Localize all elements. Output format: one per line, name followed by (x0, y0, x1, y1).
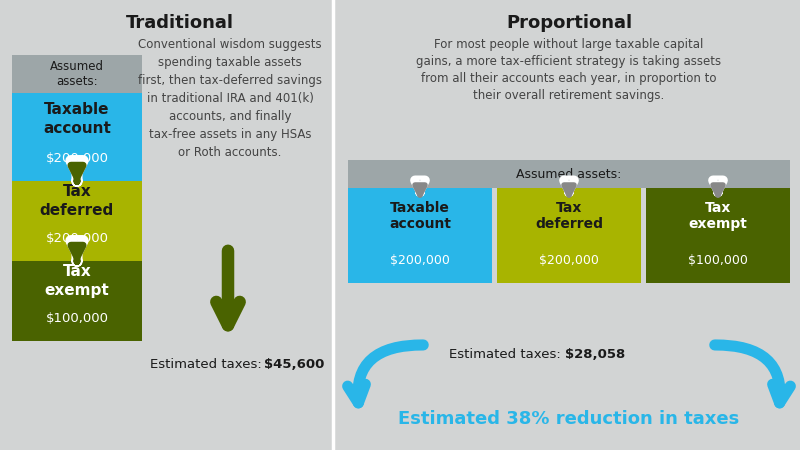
Bar (348, 188, 492, 283)
Text: Proportional: Proportional (506, 14, 632, 32)
Bar (12, 181, 142, 261)
Bar (12, 55, 142, 93)
Text: $28,058: $28,058 (565, 348, 626, 361)
Text: Conventional wisdom suggests
spending taxable assets
first, then tax-deferred sa: Conventional wisdom suggests spending ta… (138, 38, 322, 159)
Text: For most people without large taxable capital
gains, a more tax-efficient strate: For most people without large taxable ca… (417, 38, 722, 102)
Text: Estimated taxes:: Estimated taxes: (150, 358, 266, 371)
Text: $45,600: $45,600 (264, 358, 324, 371)
Text: $200,000: $200,000 (539, 253, 599, 266)
Bar (12, 93, 142, 181)
Bar (348, 160, 790, 188)
Text: Assumed
assets:: Assumed assets: (50, 60, 104, 88)
Text: Tax
deferred: Tax deferred (40, 184, 114, 218)
Text: Tax
exempt: Tax exempt (45, 264, 110, 298)
Text: Taxable
account: Taxable account (389, 201, 451, 231)
Text: $100,000: $100,000 (688, 253, 748, 266)
Text: $200,000: $200,000 (46, 233, 109, 246)
Text: Taxable
account: Taxable account (43, 102, 111, 136)
Bar (497, 188, 641, 283)
Text: Estimated 38% reduction in taxes: Estimated 38% reduction in taxes (398, 410, 740, 428)
Bar (646, 188, 790, 283)
Text: Traditional: Traditional (126, 14, 234, 32)
Text: Tax
exempt: Tax exempt (689, 201, 747, 231)
Text: Tax
deferred: Tax deferred (535, 201, 603, 231)
Bar (12, 261, 142, 341)
Text: $200,000: $200,000 (390, 253, 450, 266)
Text: $100,000: $100,000 (46, 312, 109, 325)
Text: Assumed assets:: Assumed assets: (516, 167, 622, 180)
Text: $200,000: $200,000 (46, 153, 109, 166)
Text: Estimated taxes:: Estimated taxes: (449, 348, 565, 361)
